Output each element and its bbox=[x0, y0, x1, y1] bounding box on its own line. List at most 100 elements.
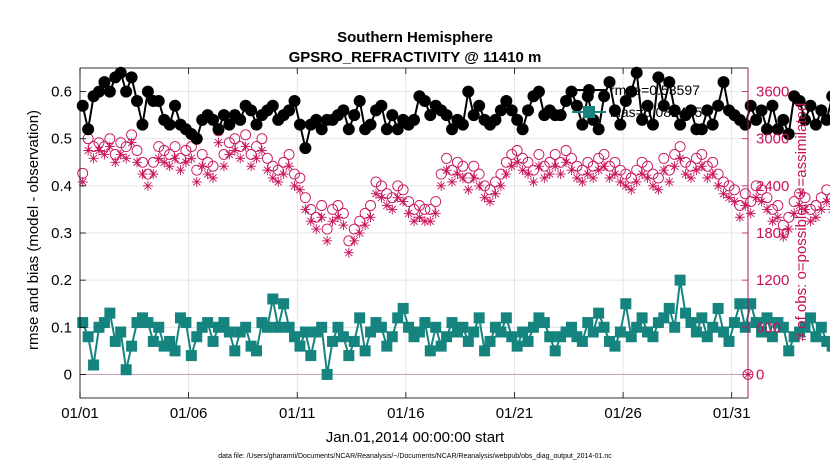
bias-point bbox=[614, 326, 626, 338]
obs-assimilated-marker bbox=[403, 208, 414, 219]
obs-assimilated-marker bbox=[696, 161, 707, 172]
bias-point bbox=[327, 335, 339, 347]
bias-point bbox=[734, 298, 746, 310]
rmse-point bbox=[592, 123, 605, 136]
star-stroke bbox=[453, 170, 462, 178]
bias-point bbox=[88, 359, 100, 371]
bias-point bbox=[441, 331, 453, 343]
obs-possible-marker bbox=[468, 160, 480, 172]
obs-possible-marker bbox=[413, 200, 425, 211]
rmse-point bbox=[245, 104, 258, 117]
bias-point bbox=[299, 326, 311, 338]
star-stroke bbox=[334, 213, 342, 222]
star-stroke bbox=[562, 158, 570, 167]
x-axis-ticks: 01/01 01/06 01/11 01/16 01/21 01/26 01/31 bbox=[61, 68, 750, 422]
bias-point bbox=[261, 321, 273, 333]
obs-possible-marker bbox=[289, 168, 300, 180]
y-tick-label: 0.1 bbox=[51, 319, 72, 336]
bias-point bbox=[98, 317, 110, 329]
star-stroke bbox=[290, 182, 299, 190]
obs-assimilated-marker bbox=[767, 216, 778, 227]
bias-point bbox=[620, 298, 632, 310]
star-stroke bbox=[497, 182, 505, 190]
obs-assimilated-marker bbox=[452, 169, 463, 180]
obs-assimilated-marker bbox=[740, 200, 751, 211]
rmse-point bbox=[554, 109, 567, 122]
obs-assimilated-marker bbox=[550, 161, 561, 172]
bias-point bbox=[289, 331, 301, 343]
rmse-point bbox=[494, 104, 507, 117]
star-stroke bbox=[665, 178, 674, 186]
obs-assimilated-marker bbox=[126, 137, 137, 148]
star-stroke bbox=[192, 178, 201, 186]
rmse-point bbox=[641, 99, 654, 112]
obs-possible-marker bbox=[256, 133, 268, 145]
rmse-point bbox=[456, 118, 469, 131]
rmse-point bbox=[408, 113, 420, 126]
obs-possible-marker bbox=[316, 200, 328, 211]
star-stroke bbox=[415, 213, 424, 222]
obs-assimilated-marker bbox=[338, 220, 349, 231]
x-tick-label: 01/16 bbox=[387, 405, 425, 422]
star-stroke bbox=[540, 174, 549, 182]
obs-assimilated-marker bbox=[680, 169, 691, 180]
bias-point bbox=[332, 321, 344, 333]
obs-assimilated-marker bbox=[794, 200, 805, 211]
star-stroke bbox=[763, 205, 771, 214]
obs-assimilated-marker bbox=[468, 173, 479, 183]
obs-possible-marker bbox=[620, 168, 632, 180]
obs-assimilated-marker bbox=[354, 228, 365, 238]
obs-assimilated-marker bbox=[273, 176, 284, 187]
obs-possible-marker bbox=[158, 145, 170, 156]
bias-point bbox=[272, 321, 284, 333]
star-stroke bbox=[187, 154, 196, 163]
bias-point bbox=[723, 335, 735, 347]
obs-assimilated-marker bbox=[180, 157, 191, 168]
obs-assimilated-marker bbox=[77, 176, 88, 187]
star-stroke bbox=[165, 162, 174, 171]
y-tick-label: 0 bbox=[64, 366, 72, 383]
rmse-point bbox=[76, 99, 89, 112]
star-stroke bbox=[687, 174, 695, 182]
star-stroke bbox=[133, 158, 141, 167]
obs-assimilated-marker bbox=[289, 180, 300, 191]
star-stroke bbox=[567, 166, 576, 174]
bias-point bbox=[337, 331, 349, 343]
obs-assimilated-marker bbox=[533, 161, 544, 172]
star-stroke bbox=[138, 170, 147, 178]
bias-point bbox=[305, 350, 317, 362]
obs-possible-marker bbox=[207, 160, 219, 172]
obs-assimilated-marker bbox=[349, 235, 360, 246]
obs-assimilated-marker bbox=[441, 165, 452, 176]
star-stroke bbox=[225, 150, 234, 159]
rmse-point bbox=[646, 118, 659, 131]
bias-point bbox=[223, 326, 235, 338]
star-stroke bbox=[725, 193, 733, 202]
rmse-point bbox=[739, 118, 752, 131]
star-stroke bbox=[144, 182, 152, 190]
obs-assimilated-marker bbox=[561, 157, 572, 168]
rmse-point bbox=[636, 113, 649, 126]
bias-point bbox=[419, 317, 431, 329]
star-stroke bbox=[583, 170, 592, 178]
star-stroke bbox=[426, 217, 435, 226]
x-axis-label: Jan.01,2014 00:00:00 start bbox=[326, 429, 505, 446]
bias-point bbox=[766, 331, 778, 343]
obs-assimilated-marker bbox=[685, 173, 696, 183]
star-stroke bbox=[154, 154, 163, 163]
obs-assimilated-marker bbox=[316, 212, 327, 223]
obs-assimilated-marker bbox=[94, 145, 105, 156]
y-axis-label-right: # of obs: o=possible; ∗=assimilated bbox=[793, 103, 810, 342]
obs-assimilated-marker bbox=[360, 220, 371, 231]
bias-point bbox=[544, 331, 556, 343]
obs-possible-marker bbox=[153, 141, 165, 153]
star-stroke bbox=[149, 170, 158, 178]
obs-assimilated-marker bbox=[669, 161, 680, 172]
obs-possible-marker bbox=[593, 152, 605, 164]
bias-point bbox=[826, 340, 830, 352]
bias-point bbox=[707, 321, 719, 333]
bias-point bbox=[202, 317, 214, 329]
y-right-tick-label: 600 bbox=[756, 319, 781, 336]
obs-assimilated-marker bbox=[278, 169, 289, 180]
rmse-point bbox=[315, 123, 328, 136]
